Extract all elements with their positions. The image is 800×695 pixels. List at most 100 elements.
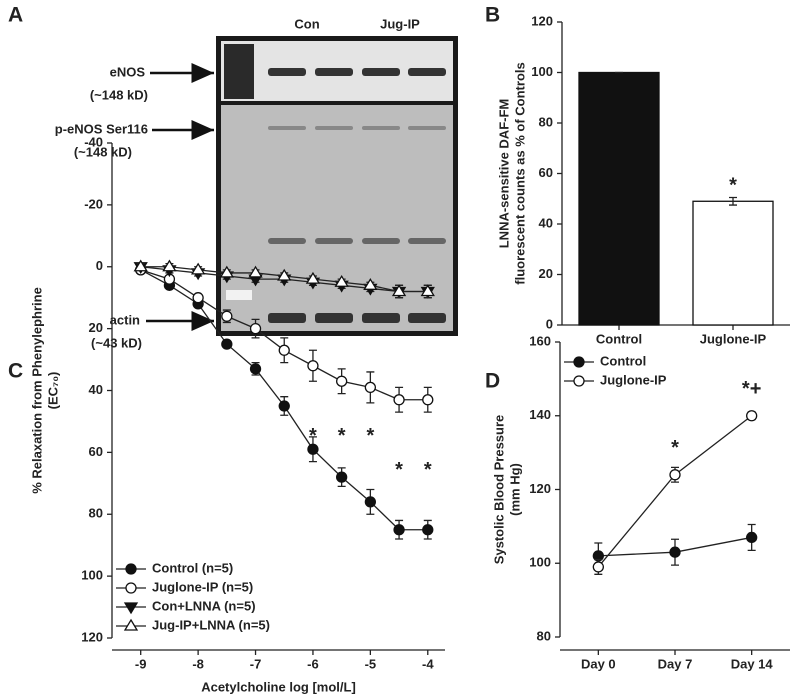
legend-marker (125, 563, 137, 575)
marker (746, 531, 758, 544)
marker (307, 360, 319, 372)
y-tick-label: 140 (529, 407, 551, 422)
annotation: * (395, 459, 403, 481)
band-label: eNOS (110, 64, 146, 79)
marker (278, 400, 290, 412)
x-tick-label: Day 0 (581, 656, 616, 671)
legend-label: Control (n=5) (152, 560, 233, 575)
x-tick-label: -4 (422, 656, 434, 671)
ladder (226, 290, 252, 300)
bar (578, 71, 660, 326)
marker (248, 265, 263, 278)
annotation: * (338, 425, 346, 447)
marker (133, 259, 148, 272)
y-tick-label: 20 (89, 320, 103, 335)
legend-label: Juglone-IP (n=5) (152, 579, 253, 594)
y-axis-label: Systolic Blood Pressure (491, 415, 506, 565)
band-label: p-eNOS Ser116 (55, 121, 148, 136)
marker (307, 443, 319, 455)
marker (364, 381, 377, 394)
error-bar (729, 196, 737, 206)
x-tick-label: -9 (135, 656, 147, 671)
y-tick-label: 100 (529, 555, 551, 570)
marker (334, 274, 349, 287)
marker (669, 546, 681, 558)
marker (363, 278, 378, 290)
x-tick-label: Control (596, 331, 642, 346)
legend-label: Juglone-IP (600, 372, 667, 387)
legend-label: Control (600, 353, 646, 368)
panel-label: A (8, 4, 23, 27)
legend-marker (573, 375, 585, 387)
x-tick-label: -6 (307, 656, 319, 671)
band-label: actin (110, 312, 140, 327)
y-tick-label: 100 (81, 568, 103, 583)
y-axis-label: (mm Hg) (507, 463, 522, 516)
y-tick-label: 0 (546, 316, 553, 331)
marker (190, 262, 206, 275)
marker (393, 394, 405, 406)
annotation: *+ (742, 378, 761, 400)
annotation: * (671, 437, 679, 459)
annotation: * (729, 174, 737, 196)
chart-panel: C -40 -20 0 20 40 60 80 100 120 % Relaxation from … (8, 134, 445, 694)
x-tick-label: Day 7 (658, 656, 693, 671)
y-tick-label: 120 (81, 629, 103, 644)
marker (364, 496, 377, 508)
annotation: * (309, 425, 317, 447)
legend-marker (573, 356, 585, 368)
bands (268, 68, 446, 323)
y-axis-label: (EC₇₀) (45, 372, 60, 410)
legend-marker (125, 582, 137, 594)
marker (249, 322, 262, 335)
y-tick-label: -40 (84, 134, 103, 149)
y-tick-label: 40 (539, 215, 553, 230)
y-tick-label: -20 (84, 196, 103, 211)
chart-panel: D 80 100 120 140 160 Systolic Blood Pressure (m… (485, 333, 790, 671)
marker (305, 271, 321, 284)
y-axis-label: LNNA-sensitive DAF-FM (496, 99, 511, 249)
y-tick-label: 80 (537, 628, 551, 643)
y-tick-label: 0 (96, 258, 103, 273)
marker (278, 344, 290, 356)
y-axis-label: fluorescent counts as % of Controls (512, 62, 527, 284)
y-tick-label: 80 (89, 506, 103, 521)
marker (420, 284, 435, 297)
y-tick-label: 60 (89, 444, 103, 459)
y-tick-label: 160 (529, 333, 551, 348)
marker (219, 265, 234, 278)
marker (592, 561, 604, 573)
marker (277, 268, 292, 281)
legend-marker (123, 618, 139, 631)
y-tick-label: 60 (539, 165, 553, 180)
y-tick-label: 40 (89, 382, 103, 397)
marker (221, 310, 233, 322)
x-tick-label: -5 (365, 656, 377, 671)
annotation: * (424, 459, 432, 481)
annotation: * (366, 425, 374, 447)
marker (192, 292, 204, 304)
marker (336, 471, 348, 483)
marker (746, 410, 758, 422)
y-tick-label: 100 (531, 64, 553, 79)
legend-label: Con+LNNA (n=5) (152, 598, 256, 613)
panel-label: C (8, 360, 23, 383)
marker (391, 284, 407, 297)
band-size: (~148 kD) (74, 144, 132, 159)
y-tick-label: 120 (529, 481, 551, 496)
blot-strip (221, 105, 453, 331)
marker (422, 524, 434, 536)
y-tick-label: 120 (531, 13, 553, 28)
marker (336, 375, 348, 387)
y-tick-label: 20 (539, 266, 553, 281)
x-axis-label: Acetylcholine log [mol/L] (201, 679, 356, 694)
x-tick-label: Day 14 (731, 656, 774, 671)
marker (249, 363, 262, 375)
blot-panel: A Con Jug-IP eNOS (~148 kD) p-eNOS Ser11… (8, 4, 458, 350)
x-tick-label: -7 (250, 656, 262, 671)
y-axis-label: % Relaxation from Phenylephrine (29, 287, 44, 494)
band-size: (~148 kD) (90, 87, 148, 102)
marker (221, 338, 233, 350)
marker (393, 524, 405, 536)
